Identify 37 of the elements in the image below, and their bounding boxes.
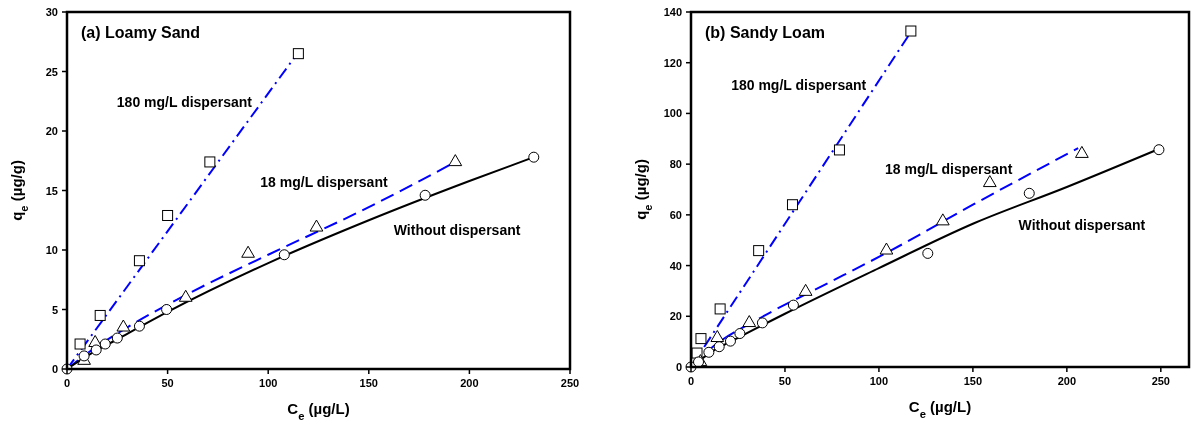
text: (b) Sandy Loam bbox=[705, 24, 826, 41]
x-axis-title: C$_{e}$ (µg/L) bbox=[287, 400, 350, 422]
x-axis-title: C$_{e}$ (µg/L) bbox=[908, 398, 972, 420]
x-tick-label: 100 bbox=[869, 375, 889, 387]
x-tick-label: 50 bbox=[161, 377, 174, 389]
x-tick-label: 50 bbox=[778, 375, 792, 387]
x-tick-label: 200 bbox=[1057, 375, 1077, 387]
text: (a) Loamy Sand bbox=[81, 24, 201, 41]
y-tick-label: 10 bbox=[45, 244, 58, 256]
x-tick-label: 100 bbox=[259, 377, 278, 389]
series-label: 180 mg/L dispersant bbox=[731, 76, 867, 93]
y-tick-label: 0 bbox=[675, 361, 682, 373]
y-tick-label: 60 bbox=[669, 208, 682, 221]
y-tick-label: 20 bbox=[45, 125, 58, 137]
series-label: 18 mg/L dispersant bbox=[884, 160, 1013, 177]
x-tick-label: 200 bbox=[460, 377, 479, 389]
x-tick-label: 150 bbox=[963, 375, 983, 387]
series-label: 180 mg/L dispersant bbox=[116, 93, 253, 110]
x-tick-label: 250 bbox=[560, 377, 580, 389]
y-tick-label: 5 bbox=[51, 303, 58, 316]
series-label: Without dispersant bbox=[1018, 216, 1146, 233]
series-label: 18 mg/L dispersant bbox=[260, 174, 388, 191]
y-tick-label: 80 bbox=[669, 158, 682, 171]
x-tick-label: 0 bbox=[63, 377, 71, 389]
x-tick-label: 250 bbox=[1151, 375, 1170, 387]
y-tick-label: 120 bbox=[663, 56, 682, 69]
y-tick-label: 25 bbox=[45, 65, 58, 78]
y-tick-label: 0 bbox=[51, 363, 58, 375]
series-label: Without dispersant bbox=[393, 221, 521, 238]
y-tick-label: 100 bbox=[663, 107, 682, 120]
y-tick-label: 140 bbox=[663, 6, 682, 18]
y-tick-label: 20 bbox=[669, 310, 682, 323]
y-tick-label: 15 bbox=[45, 184, 58, 197]
y-tick-label: 30 bbox=[45, 6, 58, 18]
x-tick-label: 150 bbox=[359, 377, 378, 389]
y-tick-label: 40 bbox=[669, 259, 682, 272]
x-tick-label: 0 bbox=[687, 375, 695, 387]
